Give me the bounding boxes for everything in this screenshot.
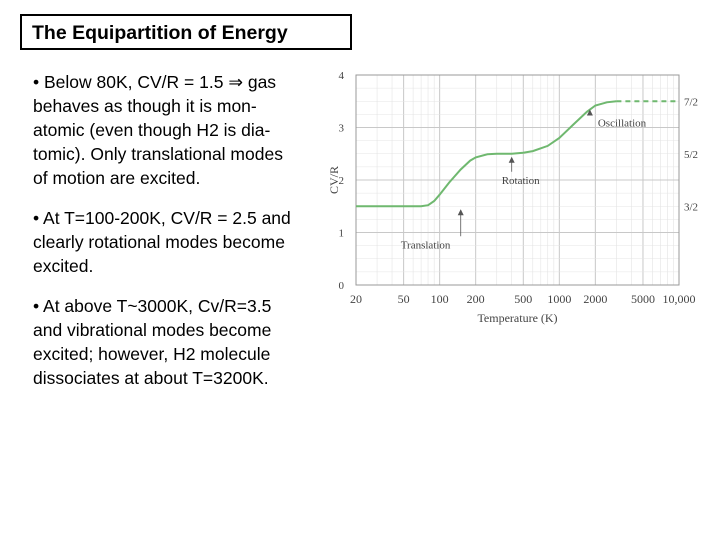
bullet-1: • Below 80K, CV/R = 1.5 ⇒ gas behaves as…	[33, 70, 333, 190]
y-tick-label: 3	[339, 123, 345, 135]
bullet-2-line: excited.	[33, 256, 94, 276]
bullet-3-line: and vibrational modes become	[33, 320, 272, 340]
annotation-label: Oscillation	[598, 118, 647, 130]
bullet-2: • At T=100-200K, CV/R = 2.5 and clearly …	[33, 206, 333, 278]
bullet-1-line: atomic (even though H2 is dia-	[33, 120, 271, 140]
x-tick-label: 50	[398, 292, 410, 306]
x-axis-label: Temperature (K)	[477, 311, 557, 325]
bullet-2-line: clearly rotational modes become	[33, 232, 285, 252]
bullet-3: • At above T~3000K, Cv/R=3.5 and vibrati…	[33, 294, 333, 390]
plot-frame	[355, 74, 680, 286]
bullet-list: • Below 80K, CV/R = 1.5 ⇒ gas behaves as…	[33, 70, 333, 406]
y-tick-label: 2	[339, 175, 345, 187]
x-tick-label: 2000	[583, 292, 607, 306]
y-tick-label: 1	[339, 228, 345, 240]
title-box: The Equipartition of Energy	[20, 14, 352, 50]
annotation-label: Rotation	[502, 175, 540, 187]
bullet-3-line: dissociates at about T=3200K.	[33, 368, 269, 388]
x-tick-label: 5000	[631, 292, 655, 306]
series-line	[356, 100, 617, 208]
slide-title: The Equipartition of Energy	[32, 22, 288, 44]
heat-capacity-chart: 20 50 100 200 500 1000 2000 5000 10,000 0 1 2 3 4 7/2 5…	[327, 70, 698, 325]
right-tick-label: 7/2	[684, 96, 698, 108]
x-tick-label: 500	[514, 292, 532, 306]
right-tick-label: 5/2	[684, 149, 698, 161]
annotation-arrowhead	[586, 109, 593, 116]
bullet-1-line: behaves as though it is mon-	[33, 96, 257, 116]
bullet-2-line: • At T=100-200K, CV/R = 2.5 and	[33, 208, 291, 228]
bullet-1-line: of motion are excited.	[33, 168, 201, 188]
x-tick-label: 1000	[547, 292, 571, 306]
x-tick-label: 100	[431, 292, 449, 306]
y-tick-label: 0	[339, 280, 345, 292]
x-tick-label: 20	[350, 292, 362, 306]
x-tick-label: 10,000	[663, 292, 696, 306]
annotation-arrowhead	[508, 156, 515, 163]
right-tick-label: 3/2	[684, 201, 698, 213]
bullet-1-line: tomic). Only translational modes	[33, 144, 283, 164]
bullet-3-line: • At above T~3000K, Cv/R=3.5	[33, 296, 272, 316]
bullet-1-line: • Below 80K, CV/R = 1.5 ⇒ gas	[33, 72, 277, 92]
annotation-label: Translation	[401, 239, 451, 251]
y-tick-label: 4	[339, 70, 345, 82]
y-axis-label: CV/R	[327, 166, 341, 194]
x-tick-label: 200	[467, 292, 485, 306]
annotation-arrowhead	[457, 209, 464, 216]
grid-lines	[355, 74, 680, 286]
bullet-3-line: excited; however, H2 molecule	[33, 344, 271, 364]
